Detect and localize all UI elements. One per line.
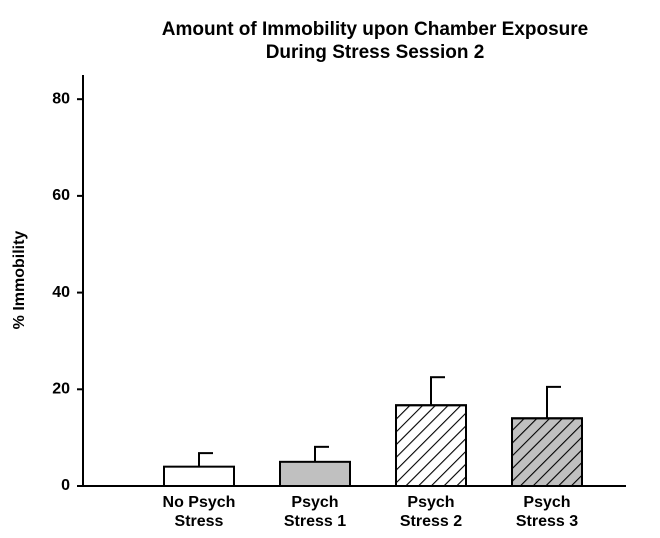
y-tick-label: 40	[52, 284, 70, 301]
y-tick-label: 0	[61, 477, 70, 494]
x-tick-label: Psych	[291, 494, 338, 511]
x-tick-label: Stress	[175, 513, 224, 530]
chart-title: During Stress Session 2	[266, 42, 485, 63]
x-tick-label: Stress 2	[400, 513, 462, 530]
x-tick-label: No Psych	[163, 494, 236, 511]
bar-hatch	[511, 417, 583, 487]
x-tick-label: Stress 1	[284, 513, 346, 530]
x-tick-label: Psych	[407, 494, 454, 511]
chart-title: Amount of Immobility upon Chamber Exposu…	[162, 19, 588, 40]
y-tick-label: 80	[52, 90, 70, 107]
y-tick-label: 20	[52, 381, 70, 398]
bar	[163, 465, 235, 487]
x-tick-label: Stress 3	[516, 513, 578, 530]
bar	[279, 460, 351, 487]
y-tick-label: 60	[52, 187, 70, 204]
y-axis-label: % Immobility	[11, 231, 28, 330]
x-tick-label: Psych	[523, 494, 570, 511]
bar-hatch	[395, 404, 467, 487]
